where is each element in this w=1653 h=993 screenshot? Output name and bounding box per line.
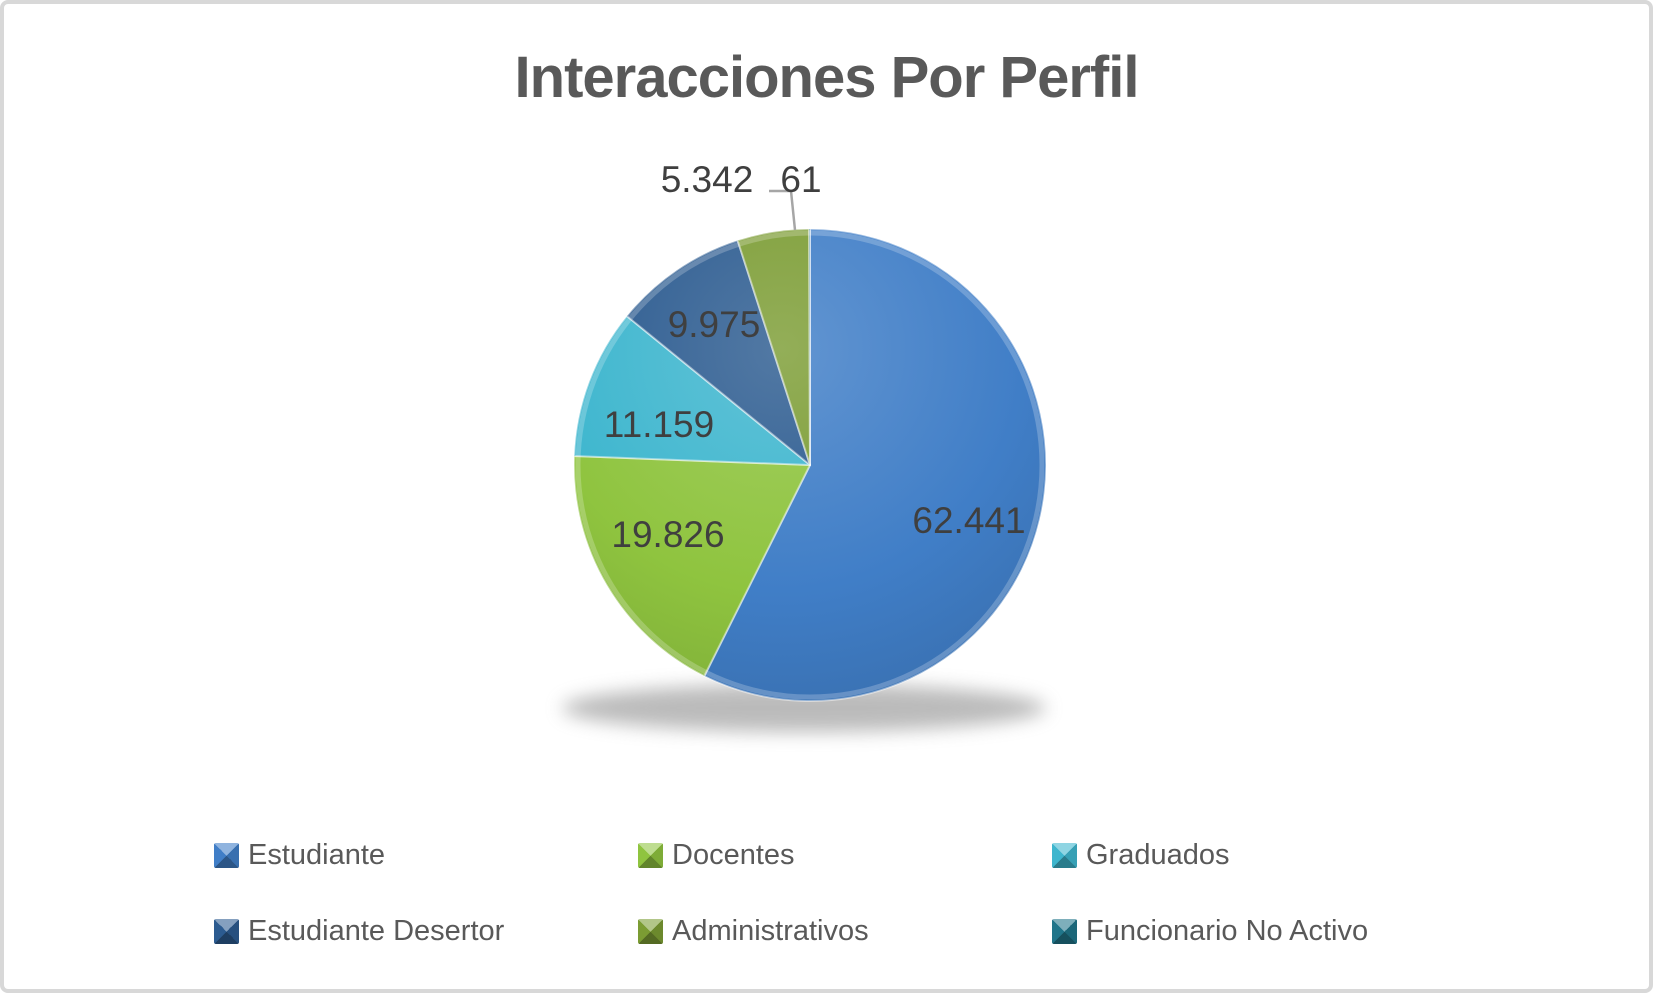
- legend-item-funcionario-no-activo[interactable]: Funcionario No Activo: [1052, 914, 1369, 947]
- chart-title: Interacciones Por Perfil: [514, 45, 1140, 110]
- pie-slice-estudiante[interactable]: [703, 228, 1047, 702]
- legend-item-estudiante-desertor[interactable]: Estudiante Desertor: [214, 914, 638, 947]
- legend-marker-estudiante-desertor-icon: [214, 918, 239, 944]
- legend-marker-docentes-icon: [638, 842, 663, 868]
- pie-slice-funcionario-no-activo[interactable]: [808, 227, 811, 466]
- legend-label: Administrativos: [672, 914, 869, 947]
- pie-rim-highlight: [575, 230, 1045, 700]
- leader-line-funcionario-no-activo: [769, 189, 797, 231]
- legend-item-administrativos[interactable]: Administrativos: [638, 914, 1052, 947]
- legend-item-graduados[interactable]: Graduados: [1052, 838, 1368, 871]
- chart-legend: Estudiante Docentes Graduados Estudiante De…: [214, 840, 1368, 946]
- data-label-docentes: 19.826: [611, 514, 724, 555]
- legend-marker-graduados-icon: [1052, 842, 1077, 868]
- legend-item-estudiante[interactable]: Estudiante: [214, 838, 638, 871]
- legend-marker-estudiante-icon: [214, 842, 239, 868]
- pie-slice-docentes[interactable]: [573, 455, 811, 677]
- pie-slice-administrativos[interactable]: [736, 228, 811, 466]
- legend-marker-administrativos-icon: [638, 918, 663, 944]
- legend-label: Estudiante: [248, 838, 386, 871]
- data-label-graduados: 11.159: [604, 404, 714, 445]
- legend-item-docentes[interactable]: Docentes: [638, 838, 1052, 871]
- pie-slice-graduados[interactable]: [573, 315, 811, 466]
- pie-shadow: [562, 684, 1046, 732]
- legend-label: Docentes: [672, 838, 795, 871]
- legend-label: Funcionario No Activo: [1086, 914, 1369, 947]
- data-label-funcionario-no-activo: 61: [780, 159, 821, 200]
- pie-chart: 62.441 19.826 11.159 9.975 5.342 61: [562, 159, 1047, 732]
- data-label-estudiante-desertor: 9.975: [668, 304, 761, 345]
- legend-label: Estudiante Desertor: [248, 914, 505, 947]
- data-label-administrativos: 5.342: [661, 159, 754, 200]
- pie-slice-estudiante-desertor[interactable]: [625, 239, 811, 466]
- data-label-estudiante: 62.441: [912, 500, 1025, 541]
- legend-label: Graduados: [1086, 838, 1230, 871]
- legend-marker-funcionario-no-activo-icon: [1052, 918, 1077, 944]
